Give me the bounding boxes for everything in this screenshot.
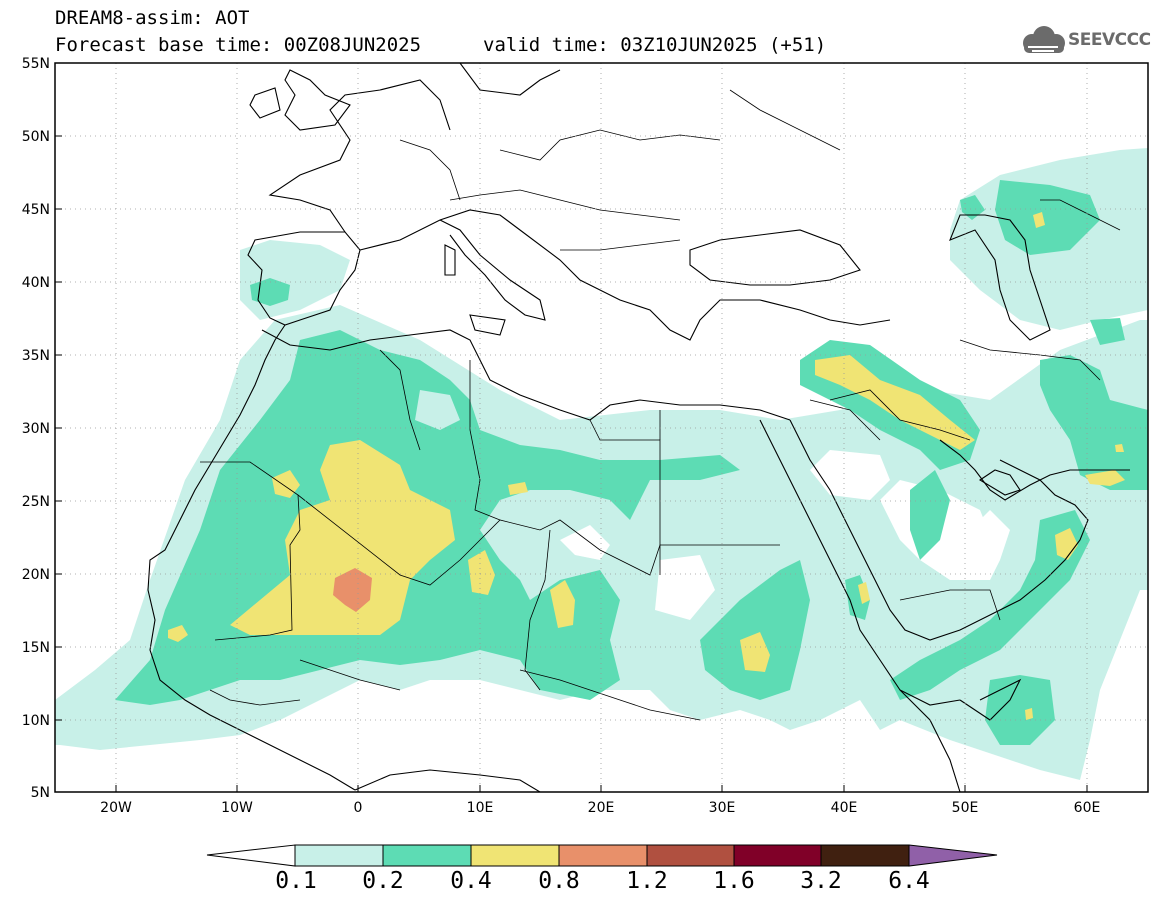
colorbar-right-arrow — [909, 845, 997, 866]
colorbar-swatch — [647, 845, 734, 866]
lat-label: 15N — [22, 640, 50, 656]
colorbar-label: 1.2 — [626, 868, 668, 894]
lon-label: 60E — [1074, 800, 1101, 816]
lon-label: 10W — [221, 800, 253, 816]
lat-label: 40N — [22, 275, 50, 291]
lat-label: 20N — [22, 567, 50, 583]
lat-label: 55N — [22, 56, 50, 72]
colorbar — [0, 835, 1165, 875]
lat-label: 50N — [22, 129, 50, 145]
colorbar-swatch — [383, 845, 471, 866]
lon-labels: 20W 10W 0 10E 20E 30E 40E 50E 60E — [100, 800, 1100, 816]
colorbar-left-arrow — [207, 845, 295, 866]
lon-label: 10E — [467, 800, 494, 816]
lon-label: 50E — [952, 800, 979, 816]
colorbar-label: 6.4 — [888, 868, 930, 894]
lat-label: 10N — [22, 713, 50, 729]
lat-label: 30N — [22, 421, 50, 437]
lat-label: 5N — [31, 785, 50, 801]
colorbar-swatch — [559, 845, 647, 866]
colorbar-label: 0.2 — [362, 868, 404, 894]
colorbar-label: 3.2 — [800, 868, 842, 894]
lat-label: 45N — [22, 202, 50, 218]
colorbar-label: 0.4 — [450, 868, 492, 894]
lon-label: 20W — [100, 800, 132, 816]
colorbar-swatch — [471, 845, 559, 866]
colorbar-label: 0.8 — [538, 868, 580, 894]
lon-label: 20E — [588, 800, 615, 816]
lat-label: 35N — [22, 348, 50, 364]
lon-label: 40E — [831, 800, 858, 816]
colorbar-swatch — [295, 845, 383, 866]
colorbar-swatch — [821, 845, 909, 866]
lon-label: 30E — [709, 800, 736, 816]
lon-label: 0 — [354, 800, 363, 816]
colorbar-label: 1.6 — [713, 868, 755, 894]
colorbar-swatch — [734, 845, 821, 866]
lat-label: 25N — [22, 494, 50, 510]
lat-labels: 55N 50N 45N 40N 35N 30N 25N 20N 15N 10N … — [22, 56, 50, 801]
colorbar-label: 0.1 — [275, 868, 317, 894]
